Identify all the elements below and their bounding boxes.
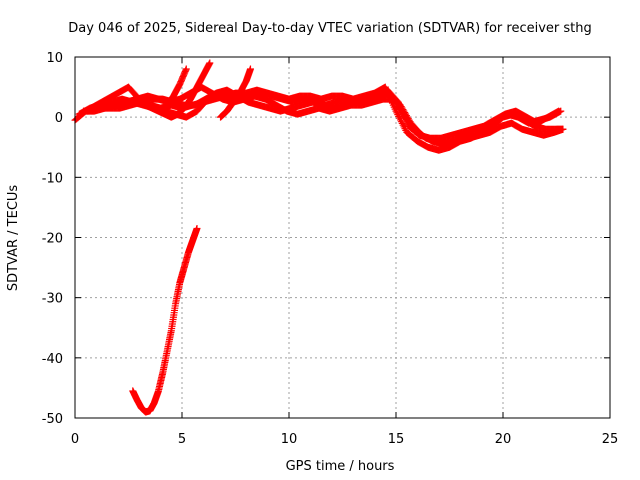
y-tick-label: -10: [42, 171, 63, 186]
series-track-c: [80, 83, 567, 148]
data-point: [206, 59, 214, 67]
x-axis-label: GPS time / hours: [286, 459, 395, 474]
x-tick-label: 15: [388, 432, 405, 447]
y-tick-label: -30: [42, 292, 63, 307]
series-track-f: [157, 65, 190, 115]
x-tick-label: 25: [602, 432, 619, 447]
y-axis-label: SDTVAR / TECUs: [6, 185, 21, 292]
data-point: [555, 107, 563, 115]
data-points: [71, 59, 567, 416]
data-point: [182, 65, 190, 73]
x-tick-labels: 0 5 10 15 20 25: [71, 432, 618, 447]
data-point: [559, 125, 567, 133]
y-tick-label: -40: [42, 352, 63, 367]
y-tick-labels: -50 -40 -30 -20 -10 0 10: [42, 51, 63, 427]
x-tick-label: 5: [178, 432, 186, 447]
data-point: [193, 224, 201, 232]
y-tick-label: -50: [42, 412, 63, 427]
x-tick-label: 0: [71, 432, 79, 447]
data-point: [246, 65, 254, 73]
chart-title: Day 046 of 2025, Sidereal Day-to-day VTE…: [68, 21, 592, 36]
y-tick-label: -20: [42, 232, 63, 247]
y-tick-label: 10: [46, 51, 63, 66]
x-tick-label: 10: [281, 432, 298, 447]
x-tick-label: 20: [495, 432, 512, 447]
series-track-h: [129, 224, 201, 416]
series-track-g: [217, 65, 254, 121]
y-tick-label: 0: [55, 111, 63, 126]
plot-frame: [74, 56, 611, 419]
